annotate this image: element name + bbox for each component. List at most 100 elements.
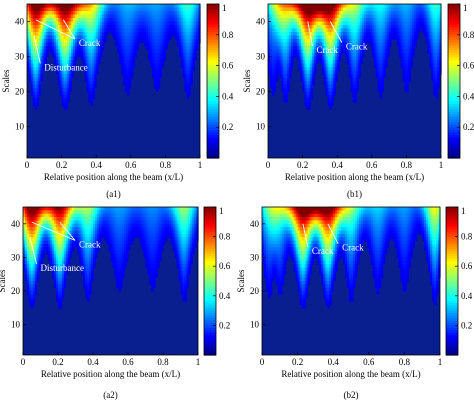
heatmap-cell — [275, 53, 279, 58]
heatmap-cell — [155, 49, 159, 54]
heatmap-cell — [159, 11, 163, 16]
heatmap-cell — [356, 32, 359, 37]
heatmap-cell — [26, 217, 30, 222]
colorbar-segment — [207, 124, 219, 128]
heatmap-cell — [408, 14, 411, 19]
heatmap-cell — [348, 60, 352, 65]
heatmap-cell — [294, 39, 298, 44]
heatmap-cell — [294, 4, 298, 9]
heatmap-cell — [98, 233, 102, 238]
heatmap-cell — [335, 42, 338, 47]
heatmap-cell — [354, 28, 358, 33]
heatmap-cell — [312, 60, 315, 65]
heatmap-cell — [186, 260, 189, 265]
heatmap-cell — [28, 260, 32, 265]
heatmap-cell — [385, 14, 388, 19]
heatmap-cell — [88, 21, 92, 26]
heatmap-cell — [52, 257, 55, 262]
heatmap-cell — [91, 223, 94, 228]
heatmap-cell — [292, 46, 296, 51]
heatmap-cell — [184, 217, 187, 222]
heatmap-cell — [285, 67, 288, 72]
heatmap-cell — [269, 74, 273, 79]
heatmap-cell — [304, 77, 308, 82]
heatmap-cell — [408, 21, 411, 26]
heatmap-cell — [182, 56, 186, 61]
heatmap-cell — [24, 213, 28, 218]
heatmap-cell — [73, 14, 76, 19]
heatmap-cell — [106, 217, 110, 222]
heatmap-cell — [69, 60, 72, 65]
heatmap-cell — [163, 207, 166, 211]
heatmap-cell — [125, 81, 128, 86]
heatmap-cell — [91, 250, 94, 255]
heatmap-cell — [364, 28, 367, 33]
colorbar-segment — [207, 152, 219, 157]
heatmap-cell — [36, 223, 40, 228]
heatmap-cell — [285, 39, 288, 44]
heatmap-cell — [308, 21, 311, 26]
heatmap-cell — [58, 237, 61, 242]
heatmap-cell — [419, 18, 423, 23]
heatmap-cell — [419, 11, 423, 16]
heatmap-cell — [71, 213, 75, 218]
heatmap-cell — [117, 11, 120, 16]
colorbar-segment — [207, 27, 219, 31]
heatmap-cell — [281, 28, 284, 33]
heatmap-cell — [111, 11, 115, 16]
heatmap-cell — [323, 11, 327, 16]
heatmap-cell — [283, 81, 286, 86]
heatmap-cell — [325, 77, 329, 82]
heatmap-cell — [182, 7, 186, 12]
heatmap-cell — [277, 4, 281, 9]
heatmap-cell — [383, 49, 386, 54]
heatmap-cell — [302, 7, 306, 12]
heatmap-cell — [406, 56, 409, 61]
heatmap-cell — [379, 60, 383, 65]
heatmap-cell — [38, 53, 42, 58]
heatmap-cell — [406, 14, 409, 19]
heatmap-cell — [186, 14, 190, 19]
heatmap-cell — [115, 32, 118, 37]
heatmap-cell — [319, 39, 323, 44]
heatmap-cell — [112, 210, 115, 215]
heatmap-cell — [354, 81, 358, 86]
heatmap-cell — [329, 46, 333, 51]
heatmap-cell — [180, 32, 184, 37]
heatmap-cell — [159, 18, 163, 23]
heatmap-cell — [30, 14, 34, 19]
heatmap-cell — [298, 25, 302, 30]
heatmap-cell — [316, 25, 319, 30]
heatmap-cell — [396, 25, 400, 30]
heatmap-cell — [271, 46, 275, 51]
heatmap-cell — [383, 7, 386, 12]
heatmap-cell — [329, 14, 333, 19]
heatmap-cell — [354, 56, 358, 61]
heatmap-cell — [321, 11, 325, 16]
heatmap-cell — [119, 35, 122, 40]
heatmap-cell — [427, 4, 431, 9]
heatmap-cell — [439, 46, 442, 51]
heatmap-cell — [431, 4, 434, 9]
heatmap-cell — [421, 28, 425, 33]
heatmap-cell — [153, 230, 156, 235]
heatmap-cell — [73, 32, 76, 37]
heatmap-cell — [98, 14, 101, 19]
heatmap-cell — [96, 35, 99, 40]
heatmap-cell — [53, 14, 57, 19]
heatmap-cell — [148, 32, 151, 37]
heatmap-cell — [285, 84, 288, 89]
heatmap-cell — [28, 257, 32, 262]
heatmap-cell — [128, 84, 132, 89]
heatmap-cell — [36, 220, 40, 225]
heatmap-cell — [134, 35, 138, 40]
heatmap-cell — [402, 53, 406, 58]
heatmap-cell — [142, 28, 145, 33]
heatmap-cell — [92, 18, 95, 23]
y-axis-label: Scales — [1, 69, 11, 92]
heatmap-cell — [182, 49, 186, 54]
heatmap-cell — [75, 227, 79, 232]
heatmap-cell — [354, 84, 358, 89]
heatmap-cell — [38, 220, 42, 225]
heatmap-cell — [323, 32, 327, 37]
